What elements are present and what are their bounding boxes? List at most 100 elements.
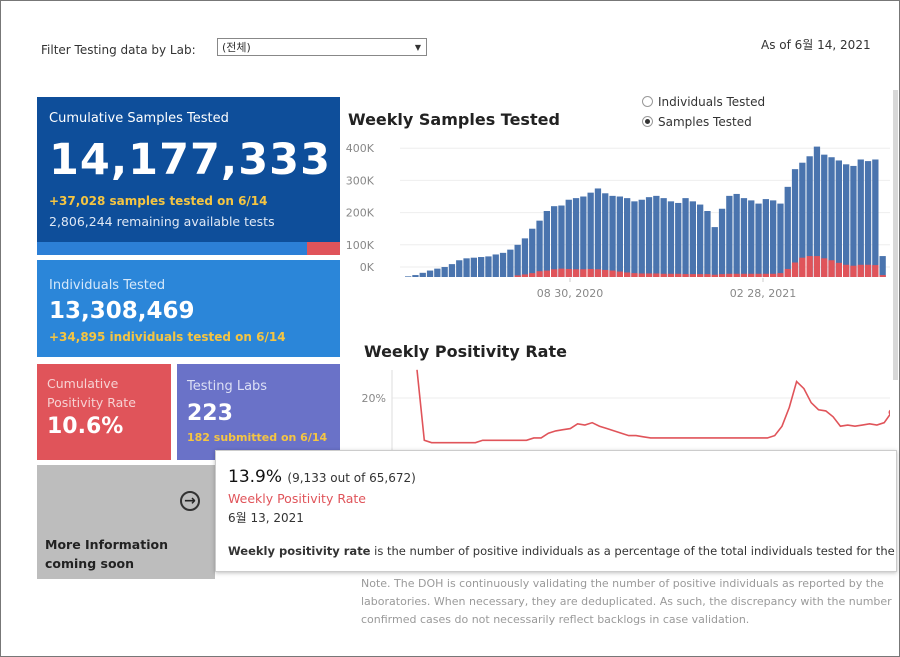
sample-bar[interactable] xyxy=(521,238,529,277)
sample-bar[interactable] xyxy=(631,201,638,277)
sample-bar[interactable] xyxy=(456,260,463,277)
positive-bar[interactable] xyxy=(536,271,543,277)
positivity-line-path[interactable] xyxy=(416,369,890,444)
sample-bar[interactable] xyxy=(748,200,755,277)
sample-bar[interactable] xyxy=(879,256,886,277)
positive-bar[interactable] xyxy=(653,273,660,277)
sample-bar[interactable] xyxy=(806,156,813,277)
sample-bar[interactable] xyxy=(835,160,842,277)
positive-bar[interactable] xyxy=(726,273,733,277)
positivity-highlight-point[interactable] xyxy=(888,409,891,415)
positive-bar[interactable] xyxy=(580,269,587,277)
positive-bar[interactable] xyxy=(755,273,762,277)
sample-bar[interactable] xyxy=(843,164,850,277)
positive-bar[interactable] xyxy=(609,270,616,277)
positive-bar[interactable] xyxy=(718,274,726,277)
positive-bar[interactable] xyxy=(682,274,689,277)
positive-bar[interactable] xyxy=(660,273,667,277)
positive-bar[interactable] xyxy=(791,262,799,277)
sample-bar[interactable] xyxy=(791,169,799,277)
sample-bar[interactable] xyxy=(558,205,565,277)
sample-bar[interactable] xyxy=(645,197,653,277)
sample-bar[interactable] xyxy=(821,154,828,277)
sample-bar[interactable] xyxy=(675,202,682,277)
positive-bar[interactable] xyxy=(711,274,718,277)
sample-bar[interactable] xyxy=(704,211,711,277)
sample-bar[interactable] xyxy=(711,227,718,277)
radio-individuals-tested[interactable]: Individuals Tested xyxy=(642,95,765,109)
sample-bar[interactable] xyxy=(828,157,835,277)
testing-labs-card[interactable]: Testing Labs 223 182 submitted on 6/14 xyxy=(177,364,340,460)
arrow-right-circle-icon[interactable]: → xyxy=(180,491,200,511)
sample-bar[interactable] xyxy=(485,256,492,277)
sample-bar[interactable] xyxy=(602,193,609,277)
sample-bar[interactable] xyxy=(426,270,434,277)
positive-bar[interactable] xyxy=(638,273,645,277)
sample-bar[interactable] xyxy=(850,165,857,277)
positive-bar[interactable] xyxy=(850,265,857,277)
sample-bar[interactable] xyxy=(689,201,696,277)
positive-bar[interactable] xyxy=(602,269,609,277)
positive-bar[interactable] xyxy=(551,269,558,277)
positive-bar[interactable] xyxy=(521,274,529,277)
sample-bar[interactable] xyxy=(755,203,762,277)
sample-bar[interactable] xyxy=(412,275,419,277)
sample-bar[interactable] xyxy=(587,192,594,277)
positive-bar[interactable] xyxy=(587,268,594,277)
positive-bar[interactable] xyxy=(828,260,835,277)
positive-bar[interactable] xyxy=(675,273,682,277)
sample-bar[interactable] xyxy=(551,206,558,277)
sample-bar[interactable] xyxy=(653,195,660,277)
sample-bar[interactable] xyxy=(667,201,675,277)
sample-bar[interactable] xyxy=(434,268,441,277)
positive-bar[interactable] xyxy=(806,256,813,277)
sample-bar[interactable] xyxy=(499,252,507,277)
sample-bar[interactable] xyxy=(777,203,784,277)
sample-bar[interactable] xyxy=(478,257,485,277)
sample-bar[interactable] xyxy=(697,204,704,277)
positive-bar[interactable] xyxy=(594,269,602,277)
positive-bar[interactable] xyxy=(777,273,784,277)
positive-bar[interactable] xyxy=(697,274,704,277)
sample-bar[interactable] xyxy=(543,211,550,277)
positive-bar[interactable] xyxy=(784,268,791,277)
positive-bar[interactable] xyxy=(689,274,696,277)
vertical-scrollbar[interactable] xyxy=(893,90,898,380)
positive-bar[interactable] xyxy=(740,273,748,277)
positive-bar[interactable] xyxy=(770,273,777,277)
positive-bar[interactable] xyxy=(762,273,769,277)
positive-bar[interactable] xyxy=(704,274,711,277)
positive-bar[interactable] xyxy=(799,257,806,277)
positive-bar[interactable] xyxy=(733,273,740,277)
sample-bar[interactable] xyxy=(740,198,748,277)
positivity-rate-card[interactable]: Cumulative Positivity Rate 10.6% xyxy=(37,364,171,460)
radio-samples-tested[interactable]: Samples Tested xyxy=(642,115,752,129)
sample-bar[interactable] xyxy=(718,208,726,277)
sample-bar[interactable] xyxy=(616,196,623,277)
positive-bar[interactable] xyxy=(645,273,653,277)
individuals-tested-card[interactable]: Individuals Tested 13,308,469 +34,895 in… xyxy=(37,260,340,357)
sample-bar[interactable] xyxy=(492,254,499,277)
sample-bar[interactable] xyxy=(857,159,864,277)
sample-bar[interactable] xyxy=(784,186,791,277)
sample-bar[interactable] xyxy=(660,198,667,277)
sample-bar[interactable] xyxy=(580,196,587,277)
positive-bar[interactable] xyxy=(748,273,755,277)
sample-bar[interactable] xyxy=(507,249,514,277)
sample-bar[interactable] xyxy=(441,267,448,277)
sample-bar[interactable] xyxy=(682,198,689,277)
positive-bar[interactable] xyxy=(572,269,580,277)
positive-bar[interactable] xyxy=(872,265,879,277)
positive-bar[interactable] xyxy=(514,275,521,277)
sample-bar[interactable] xyxy=(529,228,536,277)
sample-bar[interactable] xyxy=(624,198,631,277)
positive-bar[interactable] xyxy=(624,272,631,277)
positive-bar[interactable] xyxy=(565,268,572,277)
positive-bar[interactable] xyxy=(667,273,675,277)
positive-bar[interactable] xyxy=(864,264,872,277)
sample-bar[interactable] xyxy=(536,220,543,277)
cumulative-samples-card[interactable]: Cumulative Samples Tested 14,177,333 +37… xyxy=(37,97,340,255)
positive-bar[interactable] xyxy=(631,273,638,277)
positive-bar[interactable] xyxy=(835,262,842,277)
sample-bar[interactable] xyxy=(609,195,616,277)
